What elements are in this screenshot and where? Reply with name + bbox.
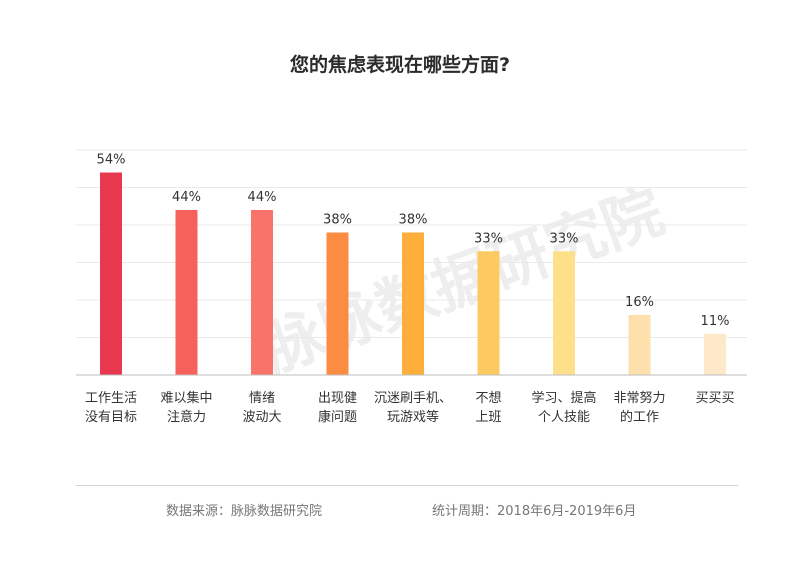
bar bbox=[402, 232, 424, 375]
category-label: 出现健康问题 bbox=[318, 391, 357, 425]
category-label: 非常努力的工作 bbox=[613, 391, 665, 425]
category-label: 学习、提高个人技能 bbox=[531, 390, 596, 425]
value-label: 16% bbox=[625, 295, 654, 310]
value-label: 11% bbox=[701, 314, 730, 329]
category-label: 难以集中注意力 bbox=[160, 390, 212, 425]
chart-title: 您的焦虑表现在哪些方面? bbox=[289, 54, 511, 76]
bar bbox=[100, 172, 122, 375]
category-label: 工作生活没有目标 bbox=[85, 391, 137, 425]
bar bbox=[704, 333, 726, 375]
footer-divider bbox=[76, 485, 738, 486]
bar bbox=[553, 251, 575, 375]
value-label: 33% bbox=[550, 231, 579, 246]
bar bbox=[628, 315, 651, 375]
bar bbox=[251, 210, 273, 375]
value-label: 38% bbox=[323, 213, 352, 228]
category-label: 情绪波动大 bbox=[242, 391, 281, 425]
value-label: 38% bbox=[399, 213, 428, 228]
bar bbox=[326, 232, 349, 375]
chart-value-labels: 54% 44% 44% 38% 38% 33% 33% 16% 11% bbox=[97, 153, 730, 329]
category-label: 沉迷刷手机、玩游戏等 bbox=[374, 391, 452, 425]
value-label: 33% bbox=[474, 231, 503, 246]
chart-bars bbox=[100, 172, 726, 375]
category-label: 买买买 bbox=[695, 391, 734, 406]
value-label: 44% bbox=[248, 190, 277, 205]
footer-period: 统计周期：2018年6月-2019年6月 bbox=[432, 504, 637, 519]
value-label: 54% bbox=[97, 153, 126, 168]
watermark: 脉脉数据研究院 bbox=[254, 176, 673, 385]
category-label: 不想上班 bbox=[475, 390, 501, 425]
bar bbox=[477, 251, 500, 375]
watermark-text: 脉脉数据研究院 bbox=[254, 176, 673, 385]
footer-source: 数据来源：脉脉数据研究院 bbox=[166, 504, 323, 519]
value-label: 44% bbox=[172, 190, 201, 205]
bar bbox=[175, 210, 198, 375]
